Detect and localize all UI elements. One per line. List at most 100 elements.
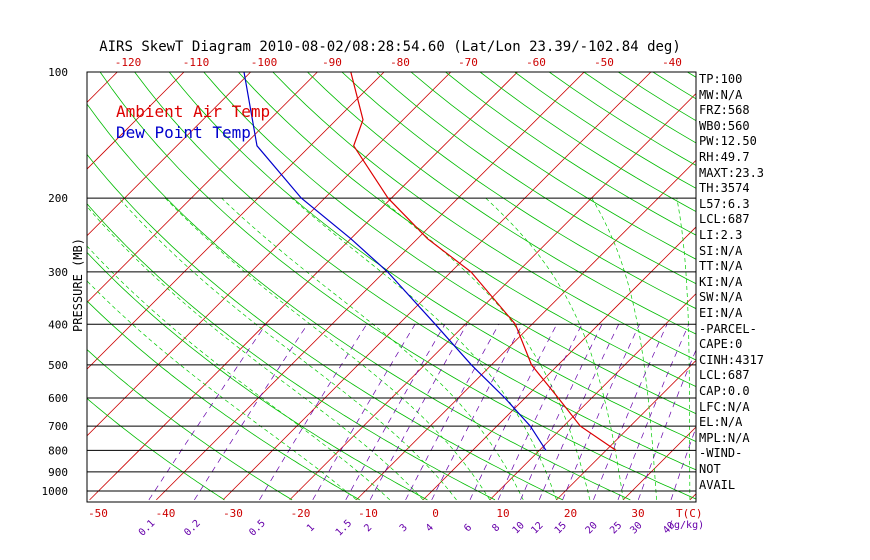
moist-adiabat-line	[87, 280, 357, 501]
mixing-ratio-tick-label: 6	[462, 522, 474, 534]
dry-adiabat-line	[87, 349, 293, 501]
top-temp-tick-label: -50	[594, 56, 614, 69]
stability-index-item: WB0:560	[699, 118, 750, 133]
isotherm-line	[356, 159, 696, 501]
dry-adiabat-lines	[87, 72, 870, 501]
dry-adiabat-line	[445, 72, 696, 236]
mixing-ratio-tick-label: 12	[529, 520, 545, 536]
bottom-temp-tick-label: 20	[564, 507, 577, 520]
moist-adiabat-line	[164, 197, 491, 501]
top-temp-tick-label: -60	[526, 56, 546, 69]
isotherm-line	[87, 72, 185, 170]
stability-index-item: TH:3574	[699, 181, 750, 196]
dewpoint-temp-line	[243, 71, 547, 451]
dry-adiabat-line	[410, 72, 696, 260]
y-tick-label: 400	[48, 318, 68, 331]
bottom-temp-ticks: -50 -40 -30 -20 -10 0 10 20 30 T(C)	[88, 507, 702, 520]
bottom-temp-tick-label: 10	[496, 507, 509, 520]
y-tick-labels: 100 200 300 400 500 600 700 800 900 1000	[42, 66, 69, 498]
isotherm-line	[156, 72, 585, 501]
isotherm-line	[87, 72, 118, 103]
mixing-ratio-line	[405, 324, 500, 501]
dry-adiabat-line	[87, 251, 428, 501]
y-tick-label: 900	[48, 466, 68, 479]
moist-adiabat-line	[379, 197, 591, 500]
mixing-ratio-tick-label: 0.1	[137, 518, 158, 539]
moist-adiabat-lines	[87, 197, 691, 501]
x-axis-label: T(C)	[676, 507, 703, 520]
plot-frame	[86, 71, 697, 503]
stability-index-item: LCL:687	[699, 212, 750, 227]
isotherm-line	[757, 72, 870, 500]
dry-adiabat-line	[87, 153, 563, 501]
bottom-temp-tick-label: -20	[291, 507, 311, 520]
stability-index-item: RH:49.7	[699, 150, 750, 164]
top-temp-tick-label: -40	[662, 56, 682, 69]
dry-adiabat-line	[341, 72, 696, 310]
isotherm-line	[87, 72, 452, 437]
top-temp-tick-label: -90	[322, 56, 342, 69]
top-temp-tick-label: -110	[183, 56, 210, 69]
chart-title: AIRS SkewT Diagram 2010-08-02/08:28:54.6…	[99, 39, 681, 55]
stability-index-item: -PARCEL-	[699, 321, 757, 336]
moist-adiabat-line	[87, 205, 424, 501]
ambient-temp-line	[350, 71, 617, 451]
mixing-ratio-tick-label: 1.5	[334, 518, 355, 539]
stability-index-item: MPL:N/A	[699, 430, 750, 445]
moist-adiabat-line	[485, 197, 624, 500]
stability-index-item: MAXT:23.3	[699, 165, 765, 180]
mixing-ratio-line	[617, 324, 690, 501]
bottom-temp-tick-label: -40	[156, 507, 176, 520]
dry-adiabat-line	[307, 72, 696, 335]
y-tick-label: 600	[48, 392, 68, 405]
y-axis-label: PRESSURE (MB)	[71, 238, 85, 332]
stability-index-item: NOT	[699, 462, 721, 476]
dry-adiabat-line	[238, 72, 696, 388]
moist-adiabat-line	[291, 197, 557, 501]
mixing-ratio-tick-label: 8	[490, 522, 502, 534]
mixing-ratio-tick-labels: 0.1 0.2 0.5 1 1.5 2 3 4 6 8 10 12 15 20 25 30 40(g/kg)	[137, 518, 704, 539]
dry-adiabat-line	[203, 72, 696, 415]
stability-index-item: TT:N/A	[699, 259, 743, 274]
mixing-ratio-tick-label: 15	[553, 520, 569, 536]
mixing-ratio-line	[194, 324, 308, 501]
mixing-ratio-line	[345, 324, 446, 501]
stability-index-item: CINH:4317	[699, 352, 765, 367]
bottom-temp-tick-label: 0	[432, 507, 439, 520]
dry-adiabat-line	[134, 72, 696, 471]
mixing-ratio-tick-label: 25	[608, 520, 624, 536]
stability-index-item: MW:N/A	[699, 87, 743, 102]
bottom-temp-tick-label: -10	[358, 507, 378, 520]
dry-adiabat-line	[514, 72, 696, 189]
moist-adiabat-line	[591, 197, 657, 500]
stability-index-item: LCL:687	[699, 368, 750, 383]
stability-index-item: SI:N/A	[699, 243, 743, 258]
moist-adiabat-line	[118, 197, 457, 501]
mixing-ratio-tick-label: 1	[305, 522, 317, 534]
mixing-ratio-unit-label: (g/kg)	[668, 520, 704, 531]
top-temp-tick-label: -70	[458, 56, 478, 69]
bottom-temp-tick-label: -30	[223, 507, 243, 520]
mixing-ratio-tick-label: 3	[398, 522, 410, 534]
mixing-ratio-line	[562, 324, 640, 501]
stability-index-item: AVAIL	[699, 477, 736, 492]
isotherm-line	[89, 72, 518, 501]
top-temp-tick-label: -100	[251, 56, 278, 69]
mixing-ratio-line	[259, 324, 367, 501]
y-tick-label: 1000	[42, 485, 69, 498]
mixing-ratio-line	[593, 324, 668, 501]
mixing-ratio-tick-label: 20	[584, 520, 600, 536]
stability-index-item: KI:N/A	[699, 274, 743, 289]
mixing-ratio-line	[538, 324, 620, 501]
dry-adiabat-line	[757, 72, 870, 500]
stability-index-item: PW:12.50	[699, 134, 757, 149]
stability-index-item: EL:N/A	[699, 415, 743, 430]
moist-adiabat-line	[676, 198, 691, 500]
y-tick-label: 700	[48, 420, 68, 433]
bottom-temp-tick-label: 30	[631, 507, 644, 520]
y-tick-label: 100	[48, 66, 68, 79]
mixing-ratio-tick-label: 30	[628, 520, 644, 536]
mixing-ratio-tick-label: 4	[424, 522, 436, 534]
isotherm-lines	[87, 72, 870, 501]
